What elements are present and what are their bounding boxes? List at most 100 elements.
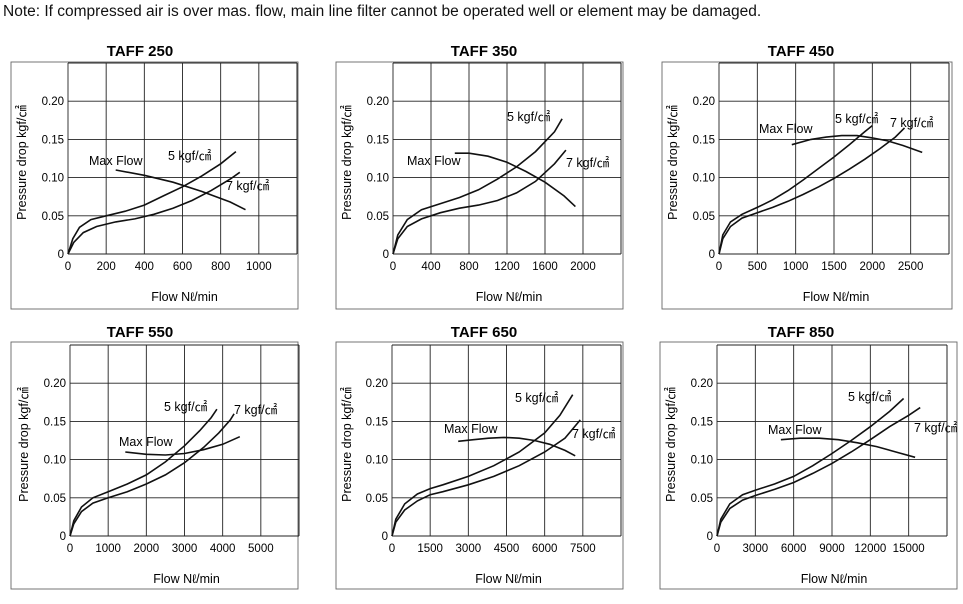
y-tick-label: 0.15: [367, 134, 389, 146]
x-tick-label: 1200: [494, 261, 520, 273]
x-tick-label: 0: [389, 543, 395, 555]
y-tick-label: 0.20: [367, 96, 389, 108]
chart-frame: [10, 341, 299, 590]
chart-frame: [10, 61, 299, 310]
y-tick-label: 0.05: [691, 493, 713, 505]
x-tick-label: 0: [67, 543, 73, 555]
annotation-5-kgf: 5 kgf/㎠: [164, 400, 208, 414]
x-tick-label: 800: [459, 261, 478, 273]
x-tick-label: 1000: [246, 261, 272, 273]
x-tick-label: 3000: [456, 543, 482, 555]
annotation-7-kgf: 7 kgf/㎠: [566, 156, 610, 170]
chart-panel-2: TAFF 350 0 400 800 1200 1600 2000 0 0.05 0.10 0.15…: [335, 43, 624, 310]
y-tick-label: 0.05: [693, 211, 715, 223]
y-tick-label: 0.10: [693, 173, 715, 185]
y-tick-label: 0.15: [42, 134, 64, 146]
x-axis-label: Flow Nℓ/min: [803, 290, 870, 304]
y-tick-label: 0.05: [42, 211, 64, 223]
y-axis-label: Pressure drop kgf/㎠: [664, 387, 678, 502]
series-line-5-kgf: [67, 150, 237, 255]
x-tick-label: 2000: [570, 261, 596, 273]
x-tick-label: 1000: [783, 261, 809, 273]
x-axis-label: Flow Nℓ/min: [476, 290, 543, 304]
chart-panel-6: TAFF 850 0 3000 6000 9000 12000 15000 0 0.05 0.10…: [659, 324, 958, 590]
x-tick-label: 0: [390, 261, 396, 273]
y-tick-label: 0.10: [691, 455, 713, 467]
x-tick-label: 2500: [898, 261, 924, 273]
x-tick-label: 600: [173, 261, 192, 273]
annotation-max-flow: Max Flow: [444, 422, 498, 436]
chart-title: TAFF 350: [451, 43, 517, 60]
series-line-5-kgf: [69, 408, 218, 537]
x-tick-label: 4000: [210, 543, 236, 555]
chart-title: TAFF 850: [768, 324, 834, 341]
x-axis-label: Flow Nℓ/min: [801, 572, 868, 586]
annotation-max-flow: Max Flow: [759, 122, 813, 136]
annotation-5-kgf: 5 kgf/㎠: [515, 391, 559, 405]
series-line-7-kgf: [718, 127, 906, 255]
chart-panel-4: TAFF 550 0 1000 2000 3000 4000 5000 0 0.05 0.10 0.…: [10, 324, 300, 590]
y-axis-label: Pressure drop kgf/㎠: [340, 105, 354, 220]
chart-title: TAFF 650: [451, 324, 517, 341]
x-tick-label: 1600: [532, 261, 558, 273]
y-tick-label: 0: [58, 249, 64, 261]
chart-frame: [659, 341, 958, 590]
x-tick-label: 0: [65, 261, 71, 273]
x-tick-label: 2000: [860, 261, 886, 273]
series-line-5-kgf: [718, 124, 873, 255]
x-tick-label: 6000: [532, 543, 558, 555]
x-tick-label: 2000: [134, 543, 160, 555]
annotation-7-kgf: 7 kgf/㎠: [914, 421, 958, 435]
series-line-5-kgf: [391, 394, 574, 537]
y-tick-label: 0: [709, 249, 715, 261]
x-tick-label: 400: [135, 261, 154, 273]
series-line-5-kgf: [392, 118, 563, 255]
y-tick-label: 0.15: [366, 416, 388, 428]
series-line-max-flow: [780, 437, 916, 459]
y-tick-label: 0.10: [42, 173, 64, 185]
annotation-5-kgf: 5 kgf/㎠: [848, 390, 892, 404]
y-tick-label: 0.15: [691, 416, 713, 428]
y-tick-label: 0.15: [44, 416, 66, 428]
annotation-max-flow: Max Flow: [768, 423, 822, 437]
annotation-max-flow: Max Flow: [119, 435, 173, 449]
y-tick-label: 0.10: [44, 455, 66, 467]
note-text: Note: If compressed air is over mas. flo…: [3, 3, 762, 20]
x-axis-label: Flow Nℓ/min: [153, 572, 220, 586]
y-tick-label: 0.20: [366, 378, 388, 390]
chart-title: TAFF 550: [107, 324, 173, 341]
series-line-max-flow: [458, 436, 576, 457]
series-line-max-flow: [125, 435, 241, 456]
annotation-7-kgf: 7 kgf/㎠: [890, 116, 934, 130]
x-axis-label: Flow Nℓ/min: [151, 290, 218, 304]
y-tick-label: 0.05: [367, 211, 389, 223]
annotation-max-flow: Max Flow: [407, 154, 461, 168]
annotation-max-flow: Max Flow: [89, 154, 143, 168]
x-tick-label: 200: [97, 261, 116, 273]
y-tick-label: 0: [707, 531, 713, 543]
chart-title: TAFF 250: [107, 43, 173, 60]
series-line-max-flow: [791, 134, 923, 154]
x-tick-label: 1000: [95, 543, 121, 555]
y-tick-label: 0: [60, 531, 66, 543]
annotation-5-kgf: 5 kgf/㎠: [507, 110, 551, 124]
x-tick-label: 3000: [743, 543, 769, 555]
x-tick-label: 400: [421, 261, 440, 273]
y-tick-label: 0.10: [366, 455, 388, 467]
series-line-7-kgf: [67, 171, 241, 255]
x-tick-label: 15000: [893, 543, 925, 555]
chart-panel-3: TAFF 450 0 500 1000 1500 2000 2500 0 0.05 0.10 0.1…: [661, 43, 953, 310]
y-tick-label: 0.20: [44, 378, 66, 390]
series-line-7-kgf: [716, 406, 921, 537]
annotation-7-kgf: 7 kgf/㎠: [572, 427, 616, 441]
series-line-max-flow: [454, 152, 576, 208]
annotation-5-kgf: 5 kgf/㎠: [168, 149, 212, 163]
x-tick-label: 1500: [821, 261, 847, 273]
chart-panel-1: TAFF 250 0 200 400 600 800 1000 0 0.05 0.10 0.15 0.…: [10, 43, 299, 310]
x-axis-label: Flow Nℓ/min: [475, 572, 542, 586]
chart-frame: [335, 341, 624, 590]
y-tick-label: 0: [383, 249, 389, 261]
y-tick-label: 0.05: [44, 493, 66, 505]
x-tick-label: 800: [211, 261, 230, 273]
